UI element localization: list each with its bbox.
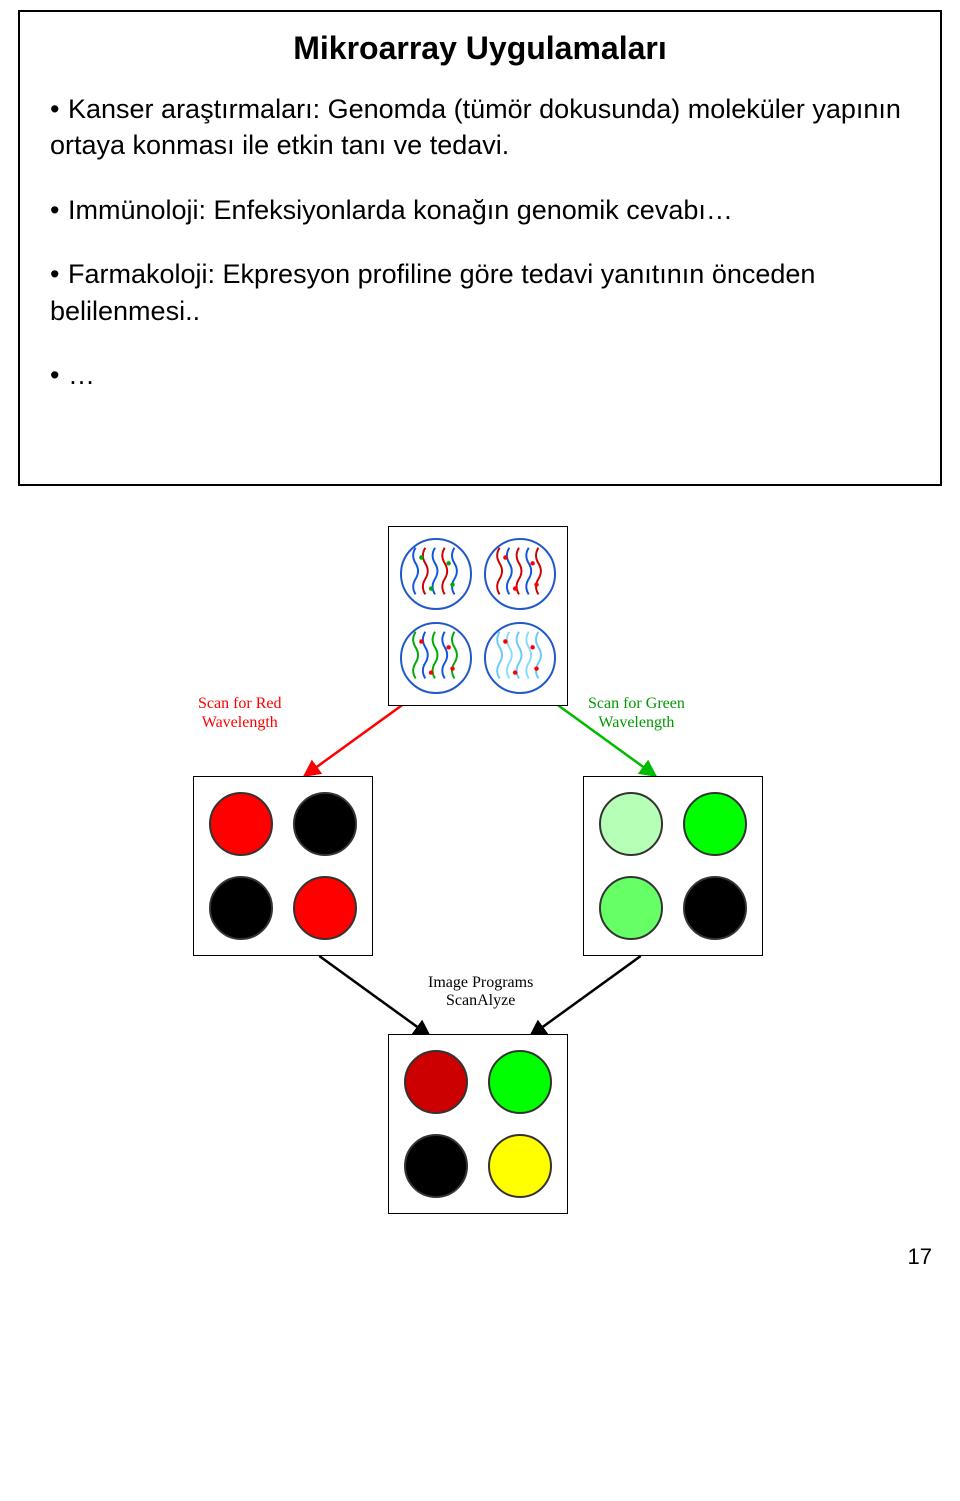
spot-disc: [488, 1050, 552, 1114]
bullet-dot-icon: •: [50, 256, 68, 292]
page: Mikroarray Uygulamaları •Kanser araştırm…: [0, 10, 960, 1276]
spot-cell: [594, 871, 668, 945]
spot-cell: [594, 787, 668, 861]
bullet-dot-icon: •: [50, 192, 68, 228]
spot-cell: [288, 787, 362, 861]
hybridization-spot-icon: [486, 540, 554, 608]
image-programs-caption: Image Programs ScanAlyze: [428, 974, 533, 1010]
hybridization-spot-icon: [402, 540, 470, 608]
hybridization-spot: [400, 622, 472, 694]
hybridization-spot-icon: [486, 624, 554, 692]
hybridization-grid: [389, 527, 567, 705]
bullet-3-text: Farmakoloji: Ekpresyon profiline göre te…: [50, 259, 815, 325]
hybridization-spot: [484, 622, 556, 694]
spot-disc: [293, 792, 357, 856]
hybridization-spot: [484, 538, 556, 610]
spot-cell: [204, 787, 278, 861]
bullet-4-text: …: [68, 360, 95, 390]
spot-cell: [483, 1129, 557, 1203]
scan-red-label: Scan for Red Wavelength: [198, 694, 282, 732]
hybridization-cell: [399, 537, 473, 611]
hybridization-cell: [483, 537, 557, 611]
arrow-black-left: [319, 956, 429, 1036]
spot-disc: [599, 876, 663, 940]
spot-disc: [488, 1134, 552, 1198]
bullet-2: •Immünoloji: Enfeksiyonlarda konağın gen…: [50, 192, 910, 228]
spot-cell: [483, 1045, 557, 1119]
spot-disc: [683, 876, 747, 940]
merged-panel: [388, 1034, 568, 1214]
scan-green-label: Scan for Green Wavelength: [588, 694, 685, 732]
hybridization-spot-icon: [402, 624, 470, 692]
merged-grid: [389, 1035, 567, 1213]
slide-box: Mikroarray Uygulamaları •Kanser araştırm…: [18, 10, 942, 486]
bullet-dot-icon: •: [50, 357, 68, 393]
green-scan-panel: [583, 776, 763, 956]
bullet-1: •Kanser araştırmaları: Genomda (tümör do…: [50, 91, 910, 164]
spot-cell: [399, 1129, 473, 1203]
spot-cell: [288, 871, 362, 945]
spot-cell: [399, 1045, 473, 1119]
page-number: 17: [908, 1244, 932, 1270]
spot-disc: [209, 876, 273, 940]
bullet-2-text: Immünoloji: Enfeksiyonlarda konağın geno…: [68, 195, 733, 225]
hybridization-panel: [388, 526, 568, 706]
hybridization-cell: [399, 621, 473, 695]
spot-disc: [599, 792, 663, 856]
spot-disc: [404, 1050, 468, 1114]
bullet-1-text: Kanser araştırmaları: Genomda (tümör dok…: [50, 94, 901, 160]
bullet-3: •Farmakoloji: Ekpresyon profiline göre t…: [50, 256, 910, 329]
bullet-4: •…: [50, 357, 910, 393]
arrow-red: [304, 696, 414, 776]
spot-disc: [209, 792, 273, 856]
hybridization-spot: [400, 538, 472, 610]
red-scan-panel: [193, 776, 373, 956]
hybridization-cell: [483, 621, 557, 695]
arrow-black-right: [530, 956, 640, 1036]
spot-cell: [678, 787, 752, 861]
spot-disc: [293, 876, 357, 940]
microarray-diagram: Scan for Red Wavelength Scan for Green W…: [18, 526, 942, 1236]
bullet-dot-icon: •: [50, 91, 68, 127]
red-scan-grid: [194, 777, 372, 955]
spot-cell: [678, 871, 752, 945]
spot-cell: [204, 871, 278, 945]
spot-disc: [683, 792, 747, 856]
spot-disc: [404, 1134, 468, 1198]
slide-title: Mikroarray Uygulamaları: [50, 30, 910, 67]
green-scan-grid: [584, 777, 762, 955]
